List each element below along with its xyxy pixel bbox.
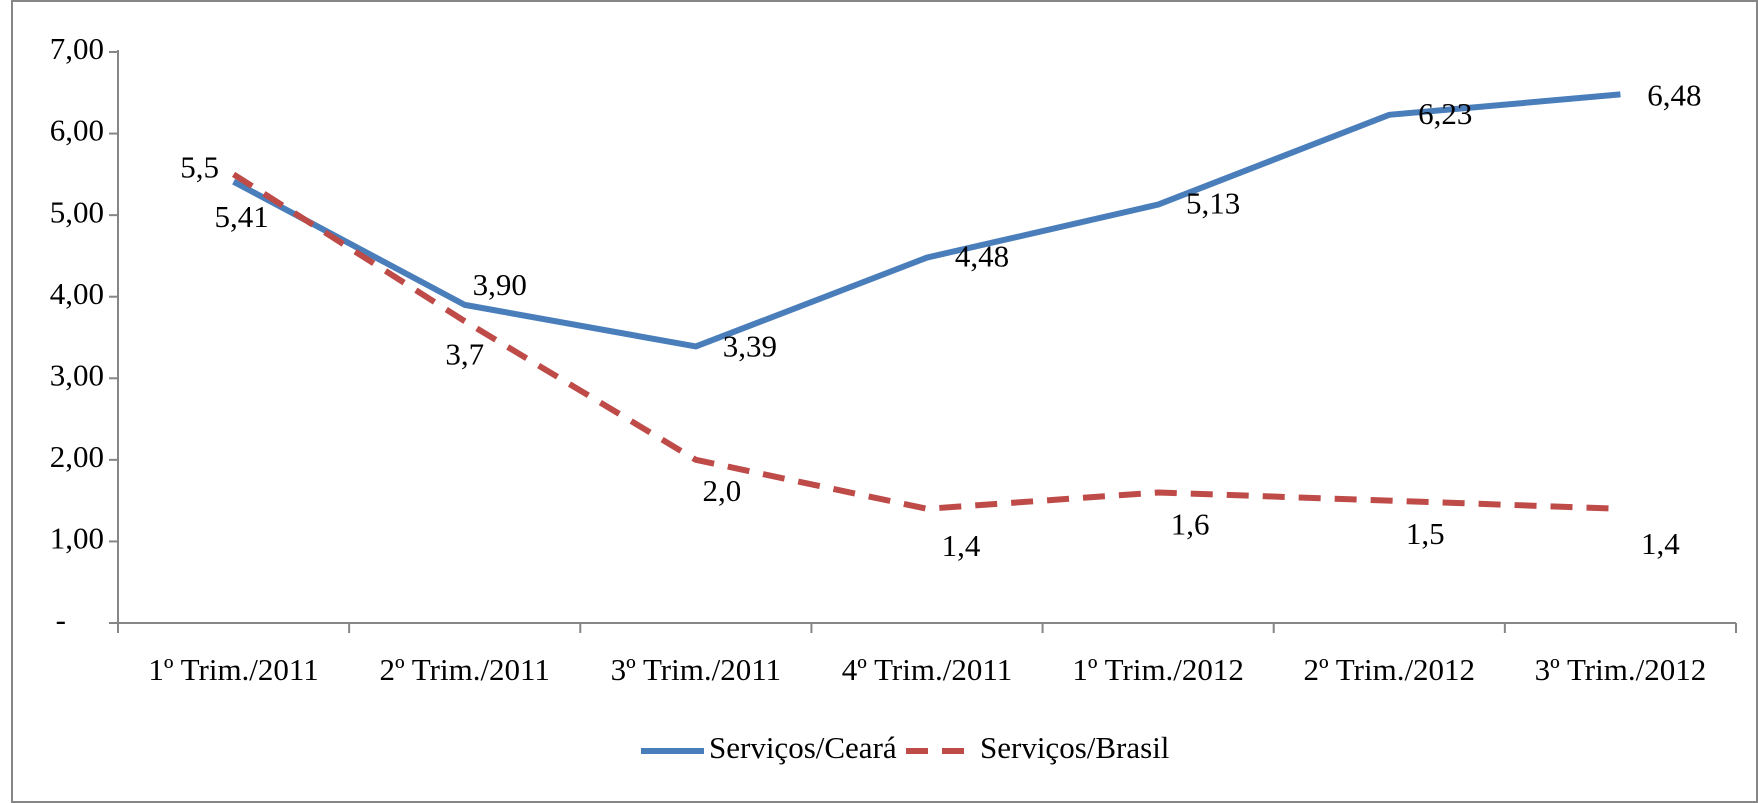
- y-tick-label: 7,00: [50, 31, 104, 66]
- y-tick-label: 1,00: [50, 521, 104, 556]
- data-label: 5,41: [214, 199, 268, 234]
- legend-label: Serviços/Brasil: [980, 730, 1169, 765]
- x-tick-label: 3º Trim./2011: [611, 652, 781, 687]
- data-label: 3,39: [723, 329, 777, 364]
- data-label: 5,5: [180, 149, 219, 184]
- y-tick-label: 2,00: [50, 439, 104, 474]
- y-tick-label: 6,00: [50, 113, 104, 148]
- data-label: 1,4: [1641, 526, 1680, 561]
- series-line: [232, 91, 1621, 350]
- data-label: 4,48: [955, 239, 1009, 274]
- data-label: 3,7: [445, 336, 484, 371]
- data-label: 1,5: [1406, 516, 1445, 551]
- x-tick-label: 2º Trim./2011: [380, 652, 550, 687]
- data-label: 2,0: [702, 473, 741, 508]
- x-tick-label: 1º Trim./2011: [148, 652, 318, 687]
- y-tick-label: 3,00: [50, 357, 104, 392]
- data-label: 3,90: [473, 267, 527, 302]
- data-label: 5,13: [1186, 186, 1240, 221]
- legend-label: Serviços/Ceará: [709, 730, 897, 765]
- data-label: 1,6: [1171, 507, 1210, 542]
- data-label: 6,48: [1647, 78, 1701, 113]
- x-tick-label: 3º Trim./2012: [1535, 652, 1707, 687]
- y-tick-label: 5,00: [50, 194, 104, 229]
- data-label: 1,4: [942, 528, 981, 563]
- series-line: [231, 171, 1621, 512]
- x-tick-label: 1º Trim./2012: [1072, 652, 1244, 687]
- x-tick-label: 4º Trim./2011: [842, 652, 1012, 687]
- y-tick-label: -: [56, 602, 66, 637]
- chart-frame: [11, 0, 1758, 803]
- data-label: 6,23: [1418, 96, 1472, 131]
- y-tick-label: 4,00: [50, 276, 104, 311]
- x-tick-label: 2º Trim./2012: [1304, 652, 1476, 687]
